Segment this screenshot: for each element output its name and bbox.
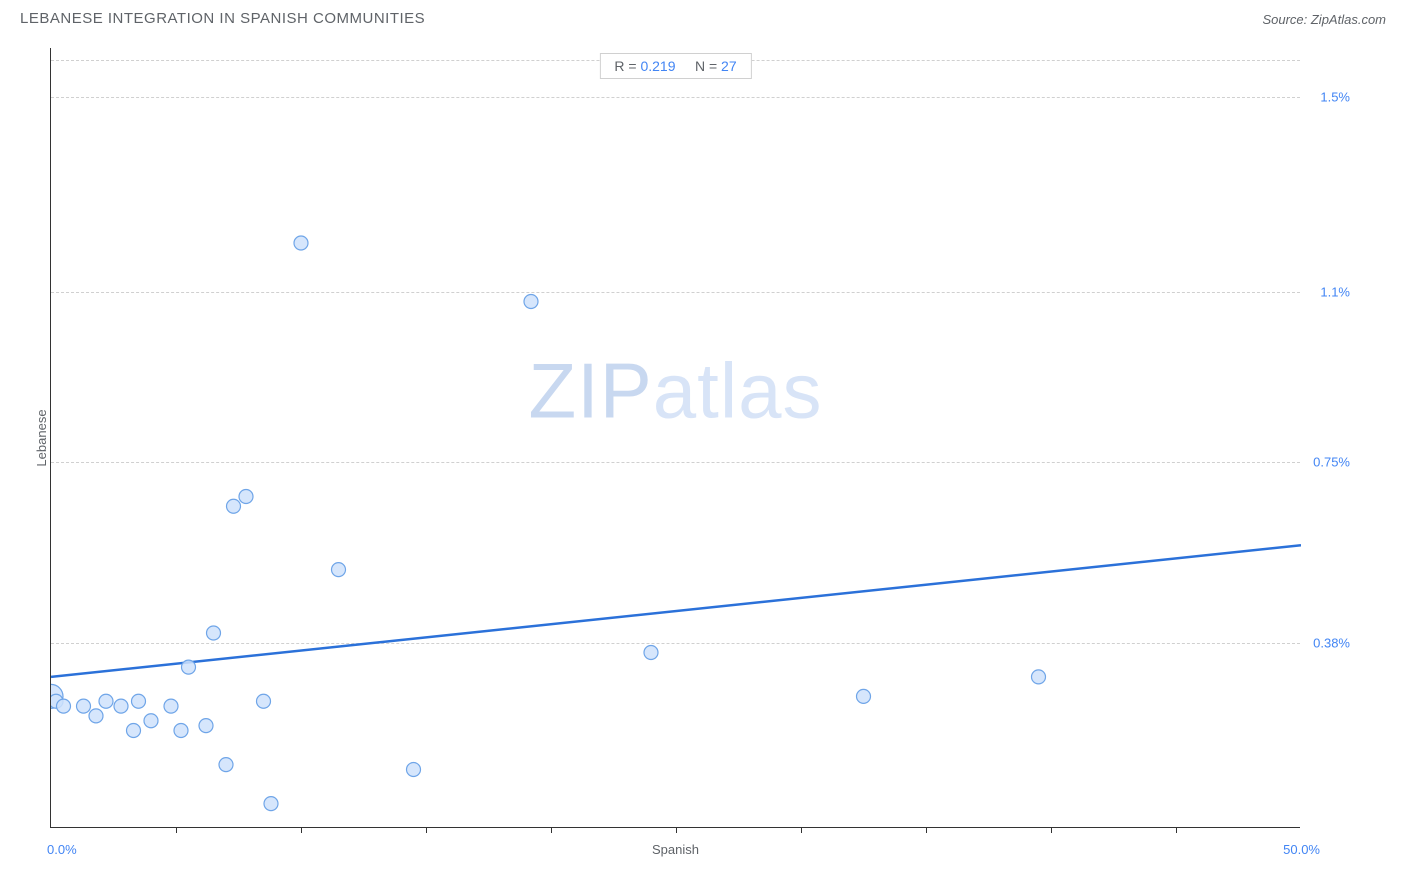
data-point — [264, 797, 278, 811]
data-point — [199, 719, 213, 733]
chart-title: LEBANESE INTEGRATION IN SPANISH COMMUNIT… — [20, 10, 1386, 27]
header: LEBANESE INTEGRATION IN SPANISH COMMUNIT… — [20, 10, 1386, 40]
chart-container: R = 0.219 N = 27 ZIPatlas Lebanese Spani… — [50, 48, 1370, 848]
data-point — [77, 699, 91, 713]
x-max-label: 50.0% — [1283, 842, 1320, 857]
data-point — [227, 499, 241, 513]
data-point — [89, 709, 103, 723]
trend-line — [51, 545, 1301, 677]
source-attribution: Source: ZipAtlas.com — [1262, 12, 1386, 27]
scatter-svg — [51, 48, 1301, 828]
data-point — [164, 699, 178, 713]
data-point — [524, 295, 538, 309]
r-label: R = — [614, 58, 640, 74]
stats-box: R = 0.219 N = 27 — [599, 53, 751, 79]
x-min-label: 0.0% — [47, 842, 77, 857]
r-value: 0.219 — [640, 58, 675, 74]
data-point — [407, 763, 421, 777]
y-tick-label: 0.75% — [1313, 455, 1350, 470]
n-label: N = — [695, 58, 721, 74]
data-point — [182, 660, 196, 674]
data-point — [1032, 670, 1046, 684]
y-axis-label: Lebanese — [34, 409, 49, 466]
data-point — [207, 626, 221, 640]
data-point — [294, 236, 308, 250]
data-point — [857, 689, 871, 703]
data-point — [114, 699, 128, 713]
data-point — [174, 724, 188, 738]
y-tick-label: 0.38% — [1313, 635, 1350, 650]
data-point — [132, 694, 146, 708]
data-point — [219, 758, 233, 772]
data-point — [332, 563, 346, 577]
n-value: 27 — [721, 58, 737, 74]
data-point — [127, 724, 141, 738]
data-point — [144, 714, 158, 728]
data-point — [57, 699, 71, 713]
y-tick-label: 1.5% — [1320, 89, 1350, 104]
data-point — [644, 646, 658, 660]
data-point — [257, 694, 271, 708]
data-point — [239, 490, 253, 504]
y-tick-label: 1.1% — [1320, 284, 1350, 299]
plot-area: R = 0.219 N = 27 ZIPatlas Lebanese Spani… — [50, 48, 1300, 828]
data-point — [99, 694, 113, 708]
x-axis-label: Spanish — [652, 842, 699, 857]
